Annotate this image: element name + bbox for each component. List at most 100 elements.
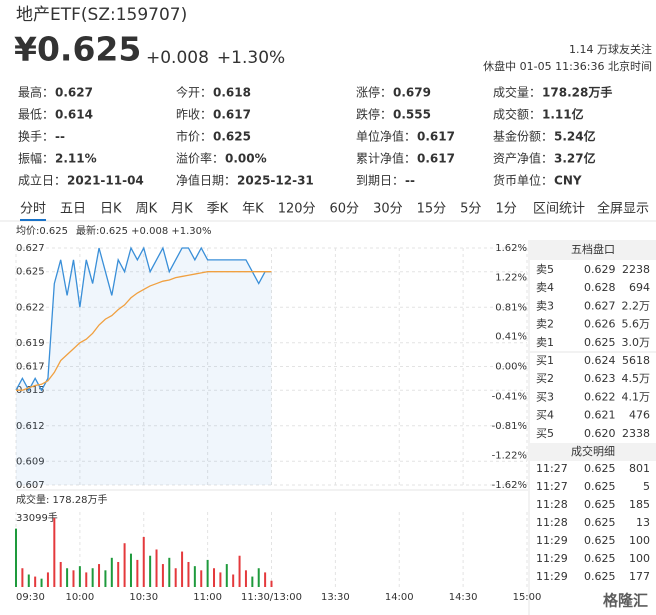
tab[interactable]: 120分	[278, 202, 316, 217]
tab[interactable]: 五日	[60, 202, 86, 217]
tab[interactable]: 月K	[171, 202, 193, 217]
book-size: 4.1万	[622, 390, 651, 403]
stat-value: 0.555	[393, 108, 431, 122]
tab[interactable]: 季K	[207, 202, 229, 217]
trade-price: 0.625	[584, 534, 616, 547]
stat-label: 单位净值：	[356, 129, 416, 144]
book-size: 3.0万	[622, 336, 651, 349]
tab[interactable]: 1分	[495, 202, 516, 217]
trade-time: 11:29	[536, 552, 568, 565]
trade-price: 0.625	[584, 480, 616, 493]
x-tick-label: 14:30	[449, 592, 478, 603]
volume-bar	[104, 570, 107, 587]
trade-price: 0.625	[584, 570, 616, 583]
book-side: 卖4	[536, 281, 554, 294]
stat-label: 今开：	[176, 85, 212, 100]
volume-bar	[219, 572, 222, 587]
volume-bar	[98, 564, 101, 587]
y2-tick-label: -1.62%	[492, 480, 527, 491]
trade-price: 0.625	[584, 516, 616, 529]
y2-tick-label: -1.22%	[492, 451, 527, 462]
trade-price: 0.625	[584, 498, 616, 511]
price: ¥0.625	[14, 30, 141, 69]
volume-bar	[53, 518, 56, 587]
x-tick-label: 09:30	[16, 592, 45, 603]
y-tick-label: 0.627	[16, 243, 45, 254]
tab-action[interactable]: 区间统计	[533, 202, 585, 217]
book-side: 卖3	[536, 299, 554, 312]
stat-label: 货币单位：	[493, 173, 553, 188]
book-price: 0.621	[584, 409, 616, 422]
order-book-header-bg	[530, 240, 656, 260]
tab[interactable]: 日K	[100, 202, 122, 217]
stat-label: 累计净值：	[356, 151, 416, 166]
volume-bar	[142, 536, 145, 587]
stat-label: 成交额：	[493, 107, 541, 122]
stat-value: 1.11亿	[542, 107, 584, 122]
x-tick-label: 11:30/13:00	[241, 592, 302, 603]
volume-bar	[66, 568, 69, 587]
volume-bar	[46, 572, 49, 587]
tab[interactable]: 5分	[460, 202, 481, 217]
stat-value: 0.00%	[225, 152, 267, 166]
book-price: 0.625	[584, 336, 616, 349]
book-price: 0.622	[584, 390, 616, 403]
stat-value: 2.11%	[55, 152, 97, 166]
y2-tick-label: 0.00%	[495, 362, 527, 373]
volume-bar	[123, 543, 126, 587]
stat-value: 0.625	[213, 130, 251, 144]
volume-bar	[91, 568, 94, 587]
change: +0.008	[146, 48, 209, 68]
x-tick-label: 14:00	[385, 592, 414, 603]
volume-bar	[85, 572, 88, 587]
followers: 1.14 万球友关注	[569, 42, 652, 56]
tab-action[interactable]: 全屏显示	[597, 201, 649, 217]
stat-label: 成交量：	[493, 85, 541, 100]
stat-label: 净值日期：	[176, 173, 236, 188]
volume-bar	[193, 566, 196, 587]
book-side: 买1	[536, 354, 554, 367]
y-tick-label: 0.622	[16, 302, 45, 313]
stat-value: --	[405, 174, 415, 188]
stat-label: 换手：	[18, 130, 54, 144]
book-price: 0.627	[584, 299, 616, 312]
volume-bar	[225, 564, 228, 587]
tab[interactable]: 30分	[373, 202, 403, 217]
tab[interactable]: 15分	[417, 202, 447, 217]
volume-bar	[59, 561, 62, 587]
stat-value: 2025-12-31	[237, 174, 314, 188]
book-side: 买5	[536, 427, 554, 440]
tab[interactable]: 周K	[136, 202, 158, 217]
y-tick-label: 0.612	[16, 421, 45, 432]
book-size: 5.6万	[622, 318, 651, 331]
stat-label: 基金份额：	[493, 129, 553, 144]
watermark: 格隆汇	[603, 592, 648, 610]
book-side: 卖2	[536, 318, 554, 331]
stat-value: 0.614	[55, 108, 93, 122]
stat-label: 振幅：	[18, 151, 54, 166]
x-tick-label: 15:00	[513, 592, 542, 603]
tab[interactable]: 年K	[242, 202, 264, 217]
volume-bar	[110, 557, 113, 587]
tab[interactable]: 分时	[20, 202, 46, 217]
book-size: 2238	[622, 263, 650, 276]
y2-tick-label: 1.22%	[495, 272, 527, 283]
volume-bar	[27, 574, 30, 587]
volume-bar	[40, 578, 43, 587]
volume-bar	[155, 549, 158, 587]
volume-bar	[270, 580, 273, 587]
volume-bar	[129, 553, 132, 587]
fund-name: 地产ETF(SZ:159707)	[16, 5, 187, 25]
stat-value: 0.617	[417, 130, 455, 144]
volume-bar	[244, 570, 247, 587]
volume-tick-label: 33099手	[16, 511, 58, 524]
tab[interactable]: 60分	[330, 202, 360, 217]
volume-bar	[174, 568, 177, 587]
y-tick-label: 0.609	[16, 456, 45, 467]
trade-time: 11:29	[536, 534, 568, 547]
trades-header-bg	[530, 443, 656, 461]
stat-value: 3.27亿	[554, 151, 596, 166]
trade-size: 185	[629, 498, 650, 511]
volume-title: 成交量: 178.28万手	[16, 493, 108, 506]
